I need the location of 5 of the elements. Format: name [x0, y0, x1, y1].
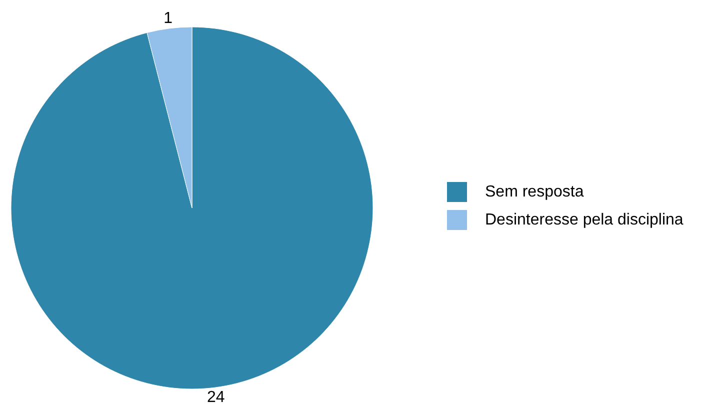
legend-label: Sem resposta	[485, 184, 584, 200]
pie-slice	[10, 26, 374, 389]
data-label: 24	[207, 388, 225, 406]
data-label: 1	[164, 10, 173, 28]
legend-label: Desinteresse pela disciplina	[485, 212, 684, 228]
